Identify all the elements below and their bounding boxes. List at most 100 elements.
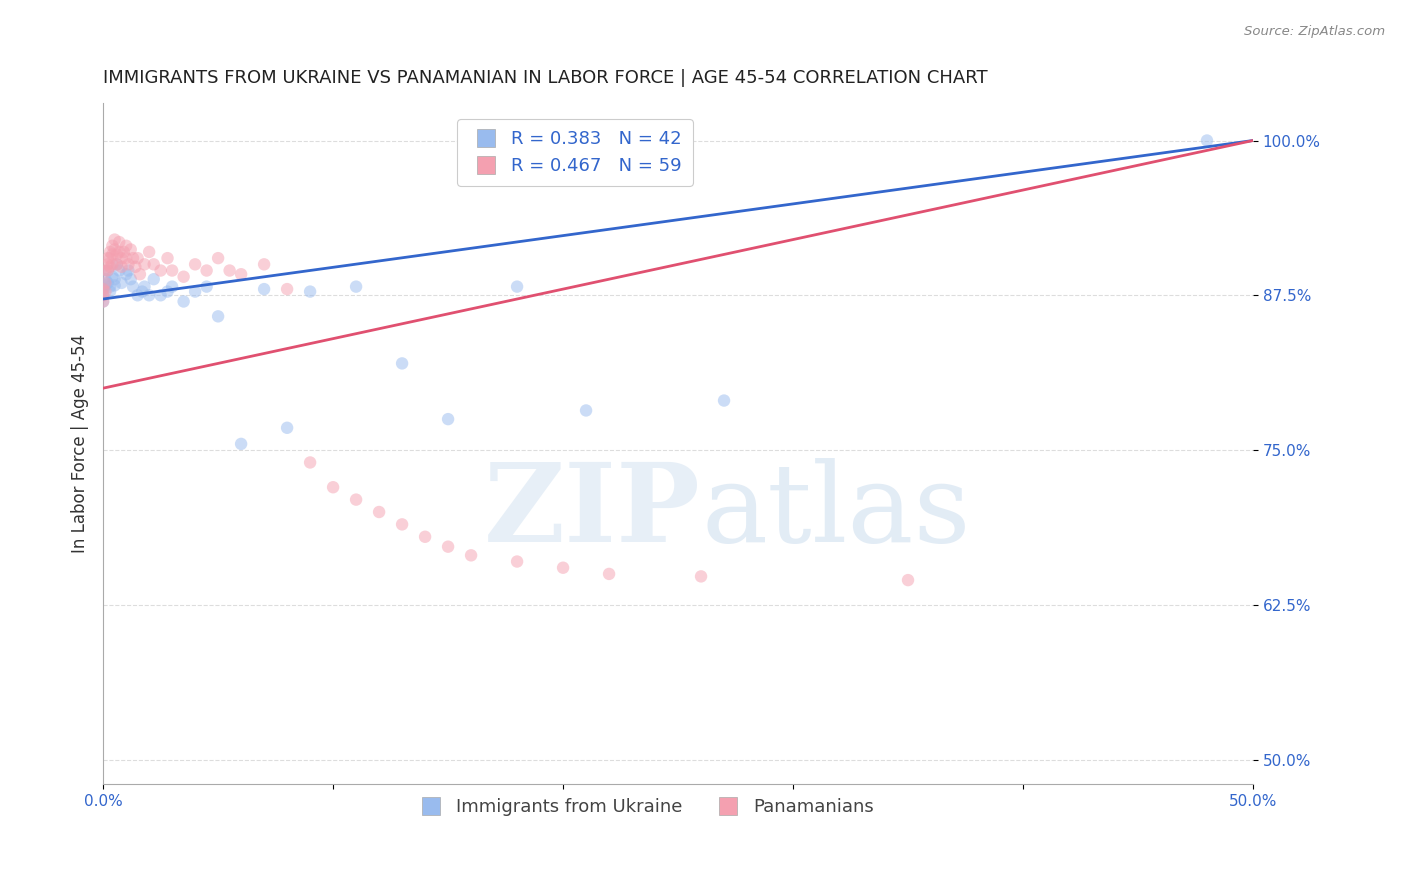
Point [322,480,344,494]
Point [551,560,574,574]
Point [101,269,124,284]
Point [104,272,127,286]
Point [124,260,146,274]
Point [156,251,179,265]
Legend: Immigrants from Ukraine, Panamanians: Immigrants from Ukraine, Panamanians [406,790,882,823]
Point [299,455,322,469]
Point [207,310,229,324]
Point [506,555,529,569]
Point [94,276,117,290]
Point [413,530,436,544]
Point [117,257,139,271]
Point [460,549,482,563]
Point [91,282,114,296]
Point [131,285,153,299]
Point [122,279,145,293]
Point [184,257,207,271]
Point [91,294,114,309]
Point [98,285,121,299]
Point [229,437,252,451]
Point [229,267,252,281]
Point [391,517,413,532]
Point [101,239,124,253]
Point [91,282,114,296]
Point [160,279,183,293]
Point [98,251,121,265]
Point [105,257,128,271]
Point [1195,134,1218,148]
Point [207,251,229,265]
Point [173,294,195,309]
Point [115,251,138,265]
Point [115,239,138,253]
Point [344,279,367,293]
Point [713,393,735,408]
Point [156,285,179,299]
Point [94,278,117,293]
Point [138,288,160,302]
Point [142,272,165,286]
Point [344,492,367,507]
Y-axis label: In Labor Force | Age 45-54: In Labor Force | Age 45-54 [72,334,89,553]
Point [110,276,132,290]
Point [112,244,135,259]
Point [437,412,460,426]
Point [110,251,132,265]
Point [97,263,120,277]
Point [134,279,156,293]
Point [94,263,117,277]
Point [104,278,127,293]
Point [129,267,152,281]
Point [97,251,120,265]
Point [117,263,139,277]
Point [149,288,172,302]
Point [97,276,120,290]
Point [253,282,276,296]
Point [253,257,276,271]
Point [897,573,920,587]
Point [91,288,114,302]
Point [142,257,165,271]
Point [105,257,128,271]
Point [690,569,713,583]
Point [276,421,298,435]
Point [97,257,120,271]
Point [98,260,121,274]
Point [98,244,121,259]
Point [120,272,142,286]
Point [195,279,218,293]
Point [160,263,183,277]
Point [101,257,124,271]
Point [108,235,131,249]
Point [94,285,117,299]
Point [138,244,160,259]
Point [276,282,298,296]
Point [184,285,207,299]
Point [105,247,128,261]
Text: atlas: atlas [702,458,970,566]
Point [104,233,127,247]
Text: Source: ZipAtlas.com: Source: ZipAtlas.com [1244,25,1385,38]
Point [149,263,172,277]
Text: ZIP: ZIP [484,458,702,566]
Point [104,243,127,257]
Point [98,279,121,293]
Point [120,243,142,257]
Point [134,257,156,271]
Point [391,356,413,370]
Point [94,272,117,286]
Point [97,263,120,277]
Point [506,279,529,293]
Text: IMMIGRANTS FROM UKRAINE VS PANAMANIAN IN LABOR FORCE | AGE 45-54 CORRELATION CHA: IMMIGRANTS FROM UKRAINE VS PANAMANIAN IN… [103,69,988,87]
Point [127,251,149,265]
Point [110,260,132,274]
Point [122,251,145,265]
Point [437,540,460,554]
Point [173,269,195,284]
Point [115,267,138,281]
Point [108,244,131,259]
Point [368,505,391,519]
Point [598,566,620,581]
Point [108,263,131,277]
Point [299,285,322,299]
